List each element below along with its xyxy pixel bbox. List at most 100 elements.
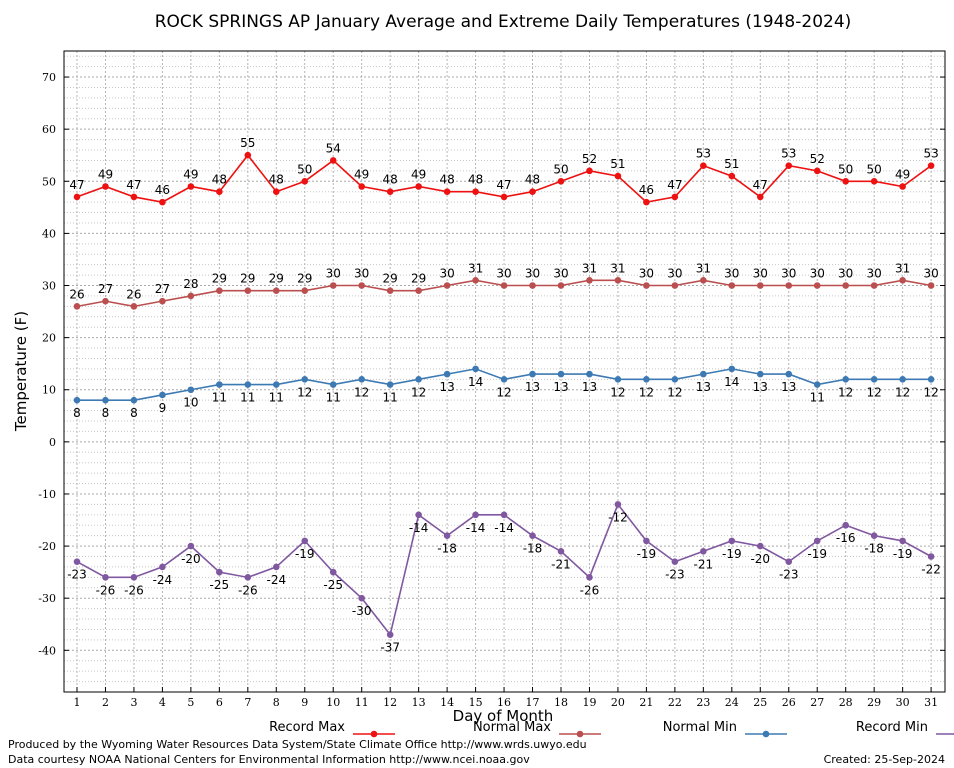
normal-min-data-label: 12: [297, 385, 312, 399]
x-tick-label: 16: [497, 696, 511, 709]
normal-max-point: [700, 277, 707, 284]
record-min-data-label: -26: [238, 583, 258, 597]
normal-max-point: [842, 282, 849, 289]
record-max-point: [443, 188, 451, 196]
record-min-data-label: -24: [153, 573, 173, 587]
y-tick-label: -20: [38, 540, 56, 553]
record-max-point: [159, 198, 166, 206]
x-tick-label: 24: [725, 696, 739, 709]
record-max-data-label: 46: [639, 183, 654, 197]
y-tick-label: -10: [38, 488, 56, 501]
record-min-point: [187, 542, 195, 550]
record-min-point: [671, 558, 679, 566]
record-max-data-label: 50: [867, 162, 882, 176]
record-min-point: [785, 558, 793, 566]
record-min-point: [386, 631, 394, 638]
x-tick-label: 29: [867, 696, 881, 709]
x-tick-label: 23: [696, 696, 710, 709]
normal-max-point: [643, 282, 650, 289]
y-tick-label: 60: [42, 123, 56, 136]
normal-min-data-label: 14: [468, 375, 483, 389]
series-normal-min: 8 8 8 9 10 11 11 11 12 11 12 11 12 13 14 12 13 13 13 12 12 12…: [73, 365, 939, 420]
normal-max-data-label: 28: [183, 277, 198, 291]
series-record-max: 47 49 47 46 49 48 55 48 50 54 49 48 49 48 48 47 48 50 52 51…: [69, 136, 939, 206]
normal-max-point: [130, 303, 138, 310]
normal-max-data-label: 31: [610, 261, 625, 275]
record-max-point: [927, 162, 935, 169]
normal-min-point: [643, 376, 650, 383]
series-record-min: -23-26 -26-24-20-25 -26-24-19-25-30-37-14-…: [67, 501, 941, 655]
record-min-data-label: -23: [665, 568, 685, 582]
normal-max-point: [73, 303, 81, 310]
normal-max-point: [358, 282, 366, 289]
legend-item-normal-min: Normal Min: [663, 720, 787, 738]
x-tick-label: 19: [582, 696, 596, 709]
record-min-point: [159, 563, 166, 571]
record-min-data-label: -19: [722, 547, 742, 561]
normal-max-point: [785, 282, 793, 289]
normal-min-data-label: 12: [838, 385, 853, 399]
y-tick-label: 10: [42, 384, 56, 397]
normal-min-point: [272, 381, 280, 388]
normal-min-data-label: 13: [781, 380, 796, 394]
record-max-point: [216, 188, 223, 196]
record-min-data-label: -23: [779, 568, 799, 582]
legend-marker: [576, 730, 584, 738]
normal-max-data-label: 30: [639, 267, 654, 281]
normal-max-point: [927, 282, 935, 289]
normal-min-point: [159, 391, 166, 399]
legend-label: Record Max: [269, 720, 345, 735]
normal-max-point: [386, 287, 394, 295]
normal-max-point: [216, 287, 223, 295]
record-min-data-label: -18: [523, 542, 543, 556]
record-max-point: [272, 188, 280, 196]
normal-min-point: [728, 365, 736, 373]
record-min-point: [358, 594, 366, 602]
record-max-point: [301, 177, 309, 185]
x-tick-label: 1: [74, 696, 81, 709]
normal-max-point: [244, 287, 252, 295]
record-min-point: [329, 568, 337, 576]
record-min-data-label: -22: [921, 563, 941, 577]
record-max-data-label: 48: [525, 173, 540, 187]
x-tick-label: 12: [383, 696, 397, 709]
normal-max-point: [529, 282, 536, 289]
record-min-data-label: -24: [266, 573, 286, 587]
normal-max-data-label: 30: [496, 267, 511, 281]
record-max-point: [756, 193, 764, 201]
x-tick-label: 15: [469, 696, 483, 709]
normal-max-point: [301, 287, 309, 295]
normal-max-data-label: 30: [326, 267, 341, 281]
record-min-data-label: -21: [551, 557, 571, 571]
record-max-point: [643, 198, 650, 206]
normal-min-point: [927, 376, 935, 383]
x-tick-label: 22: [668, 696, 682, 709]
record-max-point: [557, 177, 565, 185]
normal-min-data-label: 12: [667, 385, 682, 399]
normal-min-point: [785, 370, 793, 378]
normal-max-point: [415, 287, 422, 295]
normal-min-point: [529, 370, 536, 378]
x-tick-label: 18: [554, 696, 568, 709]
record-min-point: [73, 558, 81, 566]
normal-max-point: [329, 282, 337, 289]
normal-min-point: [358, 376, 366, 383]
x-tick-label: 4: [159, 696, 166, 709]
record-min-point: [529, 532, 536, 539]
x-tick-label: 21: [639, 696, 653, 709]
normal-min-data-label: 9: [159, 401, 167, 415]
normal-max-data-label: 27: [98, 282, 113, 296]
record-max-data-label: 55: [240, 136, 255, 150]
normal-min-point: [756, 370, 764, 378]
normal-max-data-label: 29: [212, 272, 227, 286]
record-min-point: [927, 553, 935, 560]
record-max-data-label: 48: [383, 173, 398, 187]
normal-max-data-label: 29: [411, 272, 426, 286]
x-tick-label: 17: [526, 696, 540, 709]
legend-marker: [370, 730, 378, 738]
footer-created-date: Created: 25-Sep-2024: [824, 753, 945, 766]
normal-min-point: [443, 370, 451, 378]
normal-min-data-label: 12: [639, 385, 654, 399]
x-tick-label: 5: [187, 696, 194, 709]
